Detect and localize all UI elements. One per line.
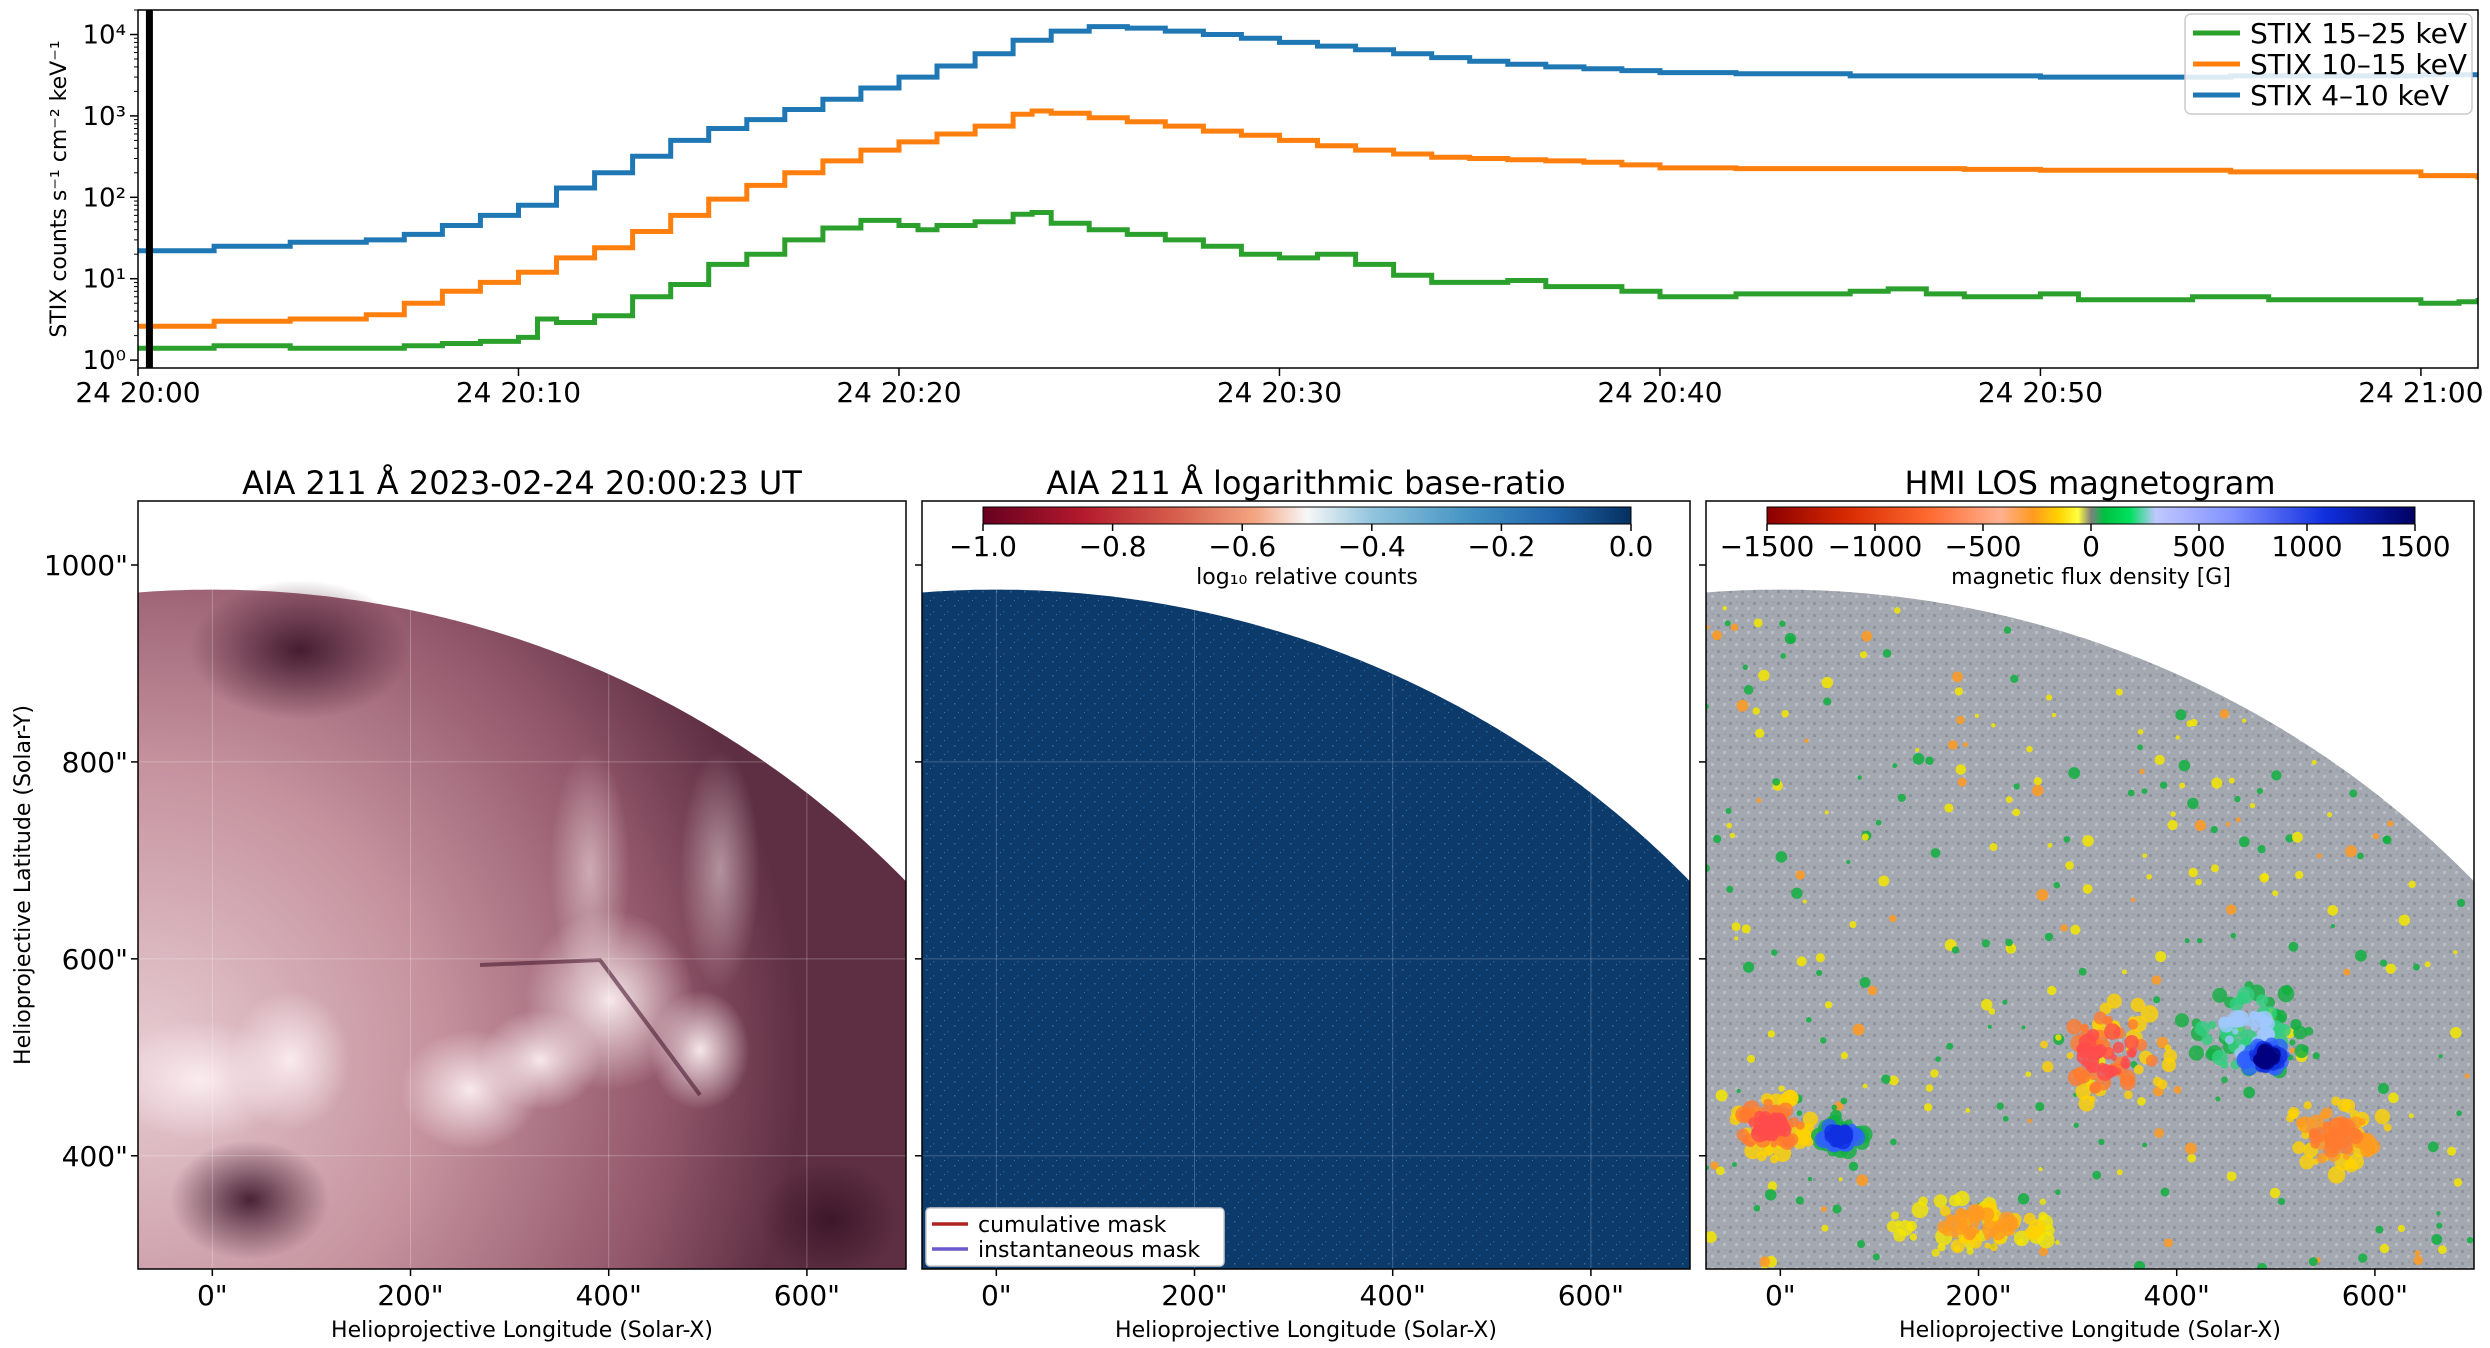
aia-axis-ticks: 0" 200" 400" 600" 400" 600" 800" 1000" bbox=[44, 549, 840, 1312]
aia-panel-title: AIA 211 Å 2023-02-24 20:00:23 UT bbox=[242, 464, 802, 502]
map-x-tick-label: 600" bbox=[774, 1279, 840, 1312]
map-y-tick-label: 800" bbox=[62, 746, 128, 779]
stix-y-tick-label: 10² bbox=[82, 183, 126, 213]
base-ratio-axes-frame bbox=[921, 500, 1691, 1270]
mask-legend-entry: cumulative mask bbox=[978, 1213, 1167, 1238]
colorbar-tick-label: −0.4 bbox=[1338, 530, 1406, 563]
hmi-panel: HMI LOS magnetogram 0" 200" 400" 600" Helio… bbox=[1699, 464, 2475, 1343]
hmi-solar-disk bbox=[1706, 589, 2474, 1269]
map-x-tick-label: 600" bbox=[1558, 1279, 1624, 1312]
stix-x-tick-label: 24 20:00 bbox=[75, 376, 200, 409]
map-y-tick-label: 400" bbox=[62, 1140, 128, 1173]
colorbar-tick-label: −500 bbox=[1945, 530, 2022, 563]
map-x-tick-label: 0" bbox=[197, 1279, 228, 1312]
map-x-tick-label: 200" bbox=[1161, 1279, 1227, 1312]
map-x-tick-label: 0" bbox=[1765, 1279, 1796, 1312]
hmi-image bbox=[1706, 589, 2474, 1269]
base-ratio-solar-disk bbox=[922, 589, 1690, 1269]
map-x-tick-label: 400" bbox=[1360, 1279, 1426, 1312]
colorbar-tick-label: 0 bbox=[2082, 530, 2100, 563]
stix-x-ticks: 24 20:00 24 20:10 24 20:20 24 20:30 24 20:40… bbox=[75, 368, 2484, 409]
base-ratio-colorbar: −1.0 −0.8 −0.6 −0.4 −0.2 0.0 log₁₀ relative c… bbox=[949, 506, 1654, 590]
aia-coordinate-grid bbox=[138, 501, 906, 1269]
aia-image bbox=[138, 501, 906, 1269]
colorbar-tick-label: −1.0 bbox=[949, 530, 1017, 563]
base-ratio-x-axis-label: Helioprojective Longitude (Solar-X) bbox=[1115, 1318, 1497, 1343]
base-ratio-colorbar-gradient bbox=[982, 506, 1632, 525]
colorbar-tick-label: 1000 bbox=[2271, 530, 2342, 563]
stix-x-tick-label: 24 20:20 bbox=[836, 376, 961, 409]
colorbar-tick-label: 500 bbox=[2172, 530, 2225, 563]
base-ratio-axis-ticks: 0" 200" 400" 600" bbox=[915, 564, 1624, 1312]
hmi-x-axis-label: Helioprojective Longitude (Solar-X) bbox=[1899, 1318, 2281, 1343]
mask-legend-entry: instantaneous mask bbox=[978, 1238, 1200, 1263]
stix-x-tick-label: 24 20:40 bbox=[1597, 376, 1722, 409]
stix-series-group bbox=[138, 24, 2478, 351]
map-x-tick-label: 600" bbox=[2342, 1279, 2408, 1312]
map-x-tick-label: 0" bbox=[981, 1279, 1012, 1312]
stix-axes-frame bbox=[137, 9, 2479, 369]
aia-coronal-features bbox=[138, 580, 900, 1269]
base-ratio-panel-title: AIA 211 Å logarithmic base-ratio bbox=[1046, 464, 1565, 502]
stix-lightcurve-panel: 24 20:00 24 20:10 24 20:20 24 20:30 24 20:40… bbox=[47, 9, 2484, 409]
colorbar-tick-label: −1500 bbox=[1720, 530, 1815, 563]
aia-y-axis-label: Helioprojective Latitude (Solar-Y) bbox=[11, 705, 36, 1065]
map-y-tick-label: 600" bbox=[62, 943, 128, 976]
colorbar-tick-label: −0.6 bbox=[1208, 530, 1276, 563]
hmi-colorbar-label: magnetic flux density [G] bbox=[1951, 565, 2231, 590]
map-x-tick-label: 200" bbox=[1945, 1279, 2011, 1312]
stix-y-ticks: 10⁰ 10¹ 10² 10³ 10⁴ bbox=[82, 9, 138, 376]
stix-y-axis-label: STIX counts s⁻¹ cm⁻² keV⁻¹ bbox=[47, 40, 72, 337]
colorbar-tick-label: 1500 bbox=[2379, 530, 2450, 563]
colorbar-tick-label: −1000 bbox=[1828, 530, 1923, 563]
stix-series-line-2 bbox=[138, 24, 2478, 254]
hmi-axis-ticks: 0" 200" 400" 600" bbox=[1699, 564, 2408, 1312]
stix-series-line-1 bbox=[138, 108, 2478, 329]
map-x-tick-label: 400" bbox=[2144, 1279, 2210, 1312]
aia-211-panel: AIA 211 Å 2023-02-24 20:00:23 UT 0" 200" 4 bbox=[11, 464, 907, 1343]
stix-plot-background bbox=[138, 10, 2478, 368]
stix-x-tick-label: 24 20:10 bbox=[456, 376, 581, 409]
base-ratio-colorbar-label: log₁₀ relative counts bbox=[1196, 565, 1418, 590]
mask-legend-box bbox=[925, 1207, 1225, 1267]
stix-y-tick-label: 10⁰ bbox=[82, 346, 126, 376]
stix-legend-entry: STIX 10–15 keV bbox=[2250, 48, 2467, 81]
stix-legend-entry: STIX 15–25 keV bbox=[2250, 17, 2467, 50]
stix-legend-entry: STIX 4–10 keV bbox=[2250, 79, 2449, 112]
base-ratio-image bbox=[922, 501, 1690, 1269]
hmi-colorbar: −1500 −1000 −500 0 500 1000 1500 magnetic flux… bbox=[1720, 506, 2451, 590]
colorbar-tick-label: −0.2 bbox=[1467, 530, 1535, 563]
map-x-tick-label: 200" bbox=[377, 1279, 443, 1312]
hmi-panel-title: HMI LOS magnetogram bbox=[1904, 464, 2275, 502]
hmi-axes-frame bbox=[1705, 500, 2475, 1270]
stix-x-tick-label: 24 20:30 bbox=[1217, 376, 1342, 409]
stix-y-tick-label: 10⁴ bbox=[82, 21, 126, 51]
base-ratio-panel: AIA 211 Å logarithmic base-ratio 0" 200" 4… bbox=[915, 464, 1691, 1343]
colorbar-tick-label: 0.0 bbox=[1609, 530, 1654, 563]
map-x-tick-label: 400" bbox=[576, 1279, 642, 1312]
base-ratio-coordinate-grid bbox=[922, 501, 1690, 1269]
stix-x-tick-label: 24 20:50 bbox=[1978, 376, 2103, 409]
aia-x-axis-label: Helioprojective Longitude (Solar-X) bbox=[331, 1318, 713, 1343]
hmi-magnetic-features bbox=[1706, 605, 2474, 1269]
hmi-colorbar-gradient bbox=[1766, 506, 2416, 525]
stix-legend-box bbox=[2184, 13, 2473, 115]
stix-series-line-0 bbox=[138, 210, 2478, 351]
map-y-tick-label: 1000" bbox=[44, 549, 128, 582]
stix-y-tick-label: 10³ bbox=[82, 102, 126, 132]
stix-y-tick-label: 10¹ bbox=[82, 265, 126, 295]
stix-x-tick-label: 24 21:00 bbox=[2358, 376, 2483, 409]
aia-axes-frame bbox=[137, 500, 907, 1270]
colorbar-tick-label: −0.8 bbox=[1079, 530, 1147, 563]
